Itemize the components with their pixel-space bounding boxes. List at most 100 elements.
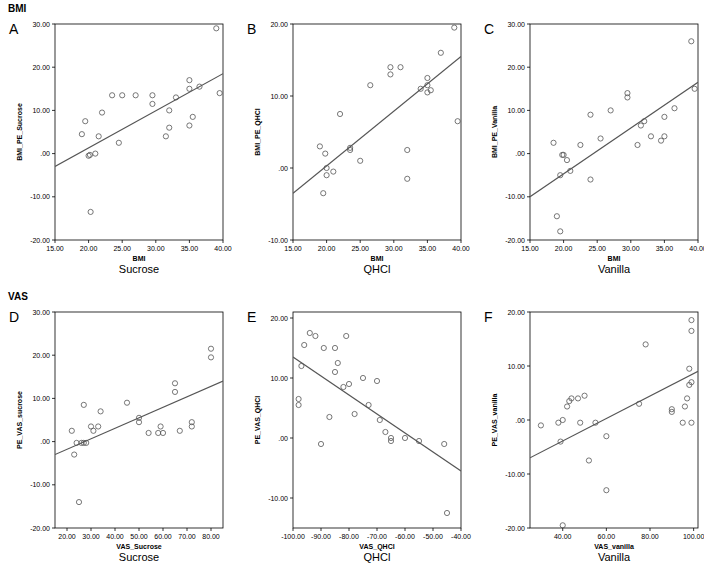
point <box>689 318 694 323</box>
point <box>388 438 393 443</box>
x-tick <box>360 240 361 243</box>
y-tick-label: 10.00 <box>32 107 50 114</box>
x-tick <box>88 240 89 243</box>
y-tick <box>290 498 293 499</box>
x-tick-label: -90.00 <box>311 533 331 540</box>
x-tick-label: 15.00 <box>46 245 64 252</box>
point <box>214 26 219 31</box>
point <box>91 428 96 433</box>
x-tick-label: 40.00 <box>689 245 704 252</box>
y-tick-label: 10.00 <box>507 363 525 370</box>
point <box>554 214 559 219</box>
point <box>187 78 192 83</box>
point <box>366 402 371 407</box>
point <box>388 72 393 77</box>
point <box>96 134 101 139</box>
x-tick-label: -100.00 <box>281 533 305 540</box>
y-tick-label: .00 <box>40 150 50 157</box>
data-group <box>293 25 461 196</box>
y-tick-label: -10.00 <box>30 481 50 488</box>
point <box>635 142 640 147</box>
plot-frame <box>530 312 698 528</box>
point <box>208 346 213 351</box>
x-tick-label: 50.00 <box>130 533 148 540</box>
y-tick-label: 10.00 <box>507 107 525 114</box>
x-tick-label: 100.00 <box>683 533 704 540</box>
point <box>116 140 121 145</box>
x-tick <box>293 528 294 531</box>
y-tick <box>52 240 55 241</box>
y-tick <box>52 398 55 399</box>
x-tick-label: 15.00 <box>521 245 539 252</box>
point <box>669 409 674 414</box>
x-tick <box>115 528 116 531</box>
point <box>564 404 569 409</box>
point <box>575 396 580 401</box>
point <box>136 415 141 420</box>
point <box>146 430 151 435</box>
y-tick <box>52 110 55 111</box>
data-group <box>530 318 698 528</box>
point <box>689 380 694 385</box>
x-axis-label: VAS_vanilla <box>594 543 634 550</box>
panel-letter: A <box>9 21 19 37</box>
point <box>642 119 647 124</box>
point <box>578 420 583 425</box>
point <box>87 152 92 157</box>
y-tick <box>52 484 55 485</box>
y-axis-label: PE_VAS_vanilla <box>491 394 498 447</box>
point <box>341 384 346 389</box>
y-tick <box>527 67 530 68</box>
point <box>438 50 443 55</box>
point <box>190 114 195 119</box>
y-tick <box>527 24 530 25</box>
y-tick-label: 10.00 <box>32 395 50 402</box>
panel-letter: B <box>247 21 256 37</box>
y-tick <box>52 153 55 154</box>
x-tick-label: 70.00 <box>178 533 196 540</box>
y-tick-label: -10.00 <box>505 193 525 200</box>
point <box>352 411 357 416</box>
point <box>189 420 194 425</box>
point <box>296 402 301 407</box>
panel-caption: Vanilla <box>598 551 631 563</box>
x-tick-label: 30.00 <box>82 533 100 540</box>
x-tick <box>405 528 406 531</box>
point <box>296 396 301 401</box>
point <box>79 132 84 137</box>
point <box>321 191 326 196</box>
point <box>346 381 351 386</box>
x-tick-label: 25.00 <box>588 245 606 252</box>
panel: E-100.00-90.00-80.00-70.00-60.00-50.00-4… <box>247 309 471 563</box>
plot-frame <box>293 312 461 528</box>
y-tick-label: 30.00 <box>32 21 50 28</box>
point <box>110 93 115 98</box>
x-tick-label: 20.00 <box>58 533 76 540</box>
point <box>569 396 574 401</box>
y-tick-label: -20.00 <box>505 525 525 532</box>
y-tick <box>290 24 293 25</box>
point <box>133 93 138 98</box>
x-tick-label: 15.00 <box>284 245 302 252</box>
point <box>672 106 677 111</box>
fit-line <box>293 357 461 471</box>
point <box>452 25 457 30</box>
point <box>625 91 630 96</box>
point <box>360 375 365 380</box>
panel-letter: E <box>247 309 256 325</box>
y-tick <box>527 240 530 241</box>
x-tick-label: 25.00 <box>351 245 369 252</box>
y-tick-label: -10.00 <box>505 471 525 478</box>
x-tick <box>187 528 188 531</box>
point <box>568 168 573 173</box>
x-tick <box>606 528 607 531</box>
panel-letter: C <box>484 21 494 37</box>
x-tick <box>698 240 699 243</box>
x-tick-label: 40.00 <box>452 245 470 252</box>
x-tick-label: 20.00 <box>80 245 98 252</box>
point <box>428 88 433 93</box>
point <box>344 333 349 338</box>
data-group <box>530 39 698 234</box>
point <box>405 176 410 181</box>
x-tick <box>530 240 531 243</box>
